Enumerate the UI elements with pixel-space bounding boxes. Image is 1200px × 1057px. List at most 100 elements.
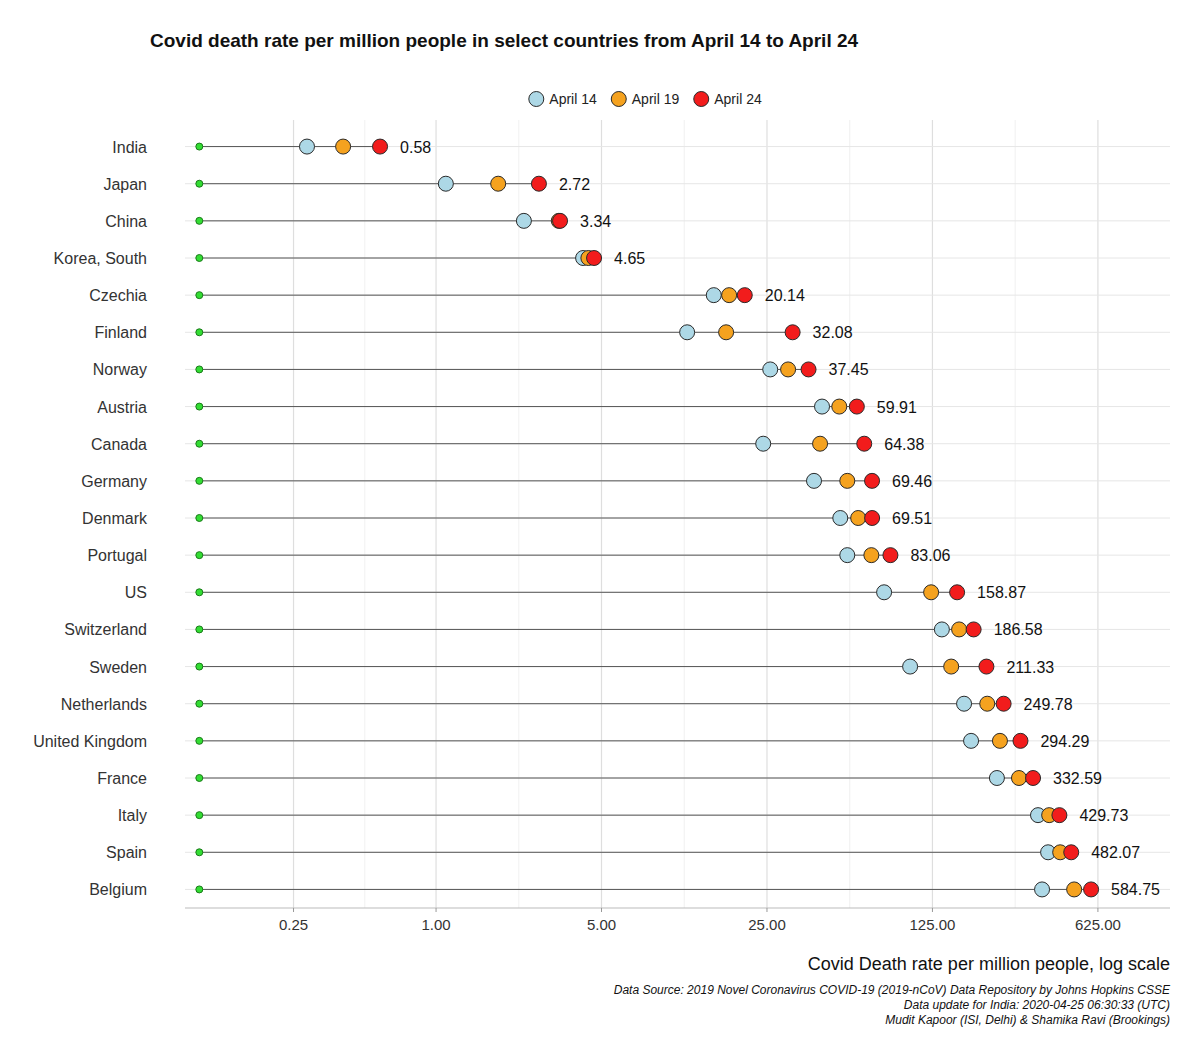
tick-mark (436, 908, 437, 912)
title: Covid death rate per million people in s… (150, 30, 859, 51)
tick-label: 625.00 (1075, 916, 1121, 933)
chart: Covid death rate per million people in s… (0, 0, 1200, 1057)
legend-swatch (694, 92, 709, 107)
category-label: Norway (93, 361, 147, 378)
data-label: 83.06 (910, 547, 950, 564)
legend-label: April 14 (549, 91, 597, 107)
category-label: Austria (97, 399, 147, 416)
dot (1026, 771, 1041, 786)
category-label: Italy (118, 807, 147, 824)
dot (801, 362, 816, 377)
dot (849, 399, 864, 414)
minor-grid-line (849, 120, 850, 908)
dot (553, 213, 568, 228)
dot (785, 325, 800, 340)
dot (1064, 845, 1079, 860)
dot (989, 771, 1004, 786)
minor-grid-line (518, 120, 519, 908)
connector (199, 480, 872, 481)
grid-line (766, 120, 767, 908)
baseline-dot (196, 143, 203, 150)
connector (199, 183, 539, 184)
row-grid-line (185, 889, 1170, 890)
connector (199, 629, 973, 630)
category-label: Denmark (82, 510, 148, 527)
dot (857, 436, 872, 451)
data-label: 69.46 (892, 473, 932, 490)
connector (199, 778, 1033, 779)
baseline-dot (196, 663, 203, 670)
marks (196, 139, 1099, 897)
connector (199, 703, 1003, 704)
dot (833, 511, 848, 526)
dot (1084, 882, 1099, 897)
baseline-dot (196, 403, 203, 410)
dot (1035, 882, 1050, 897)
baseline-dot (196, 552, 203, 559)
dot (531, 176, 546, 191)
row-grid-line (185, 369, 1170, 370)
connector (199, 406, 857, 407)
baseline-dot (196, 849, 203, 856)
legend-swatch (611, 92, 626, 107)
category-label: Japan (103, 176, 147, 193)
connector (199, 666, 986, 667)
data-label: 4.65 (614, 250, 645, 267)
connector (199, 815, 1059, 816)
category-label: Czechia (89, 287, 147, 304)
x-axis-title: Covid Death rate per million people, log… (808, 954, 1170, 974)
category-label: Korea, South (54, 250, 147, 267)
series-0 (299, 139, 1055, 897)
legend: April 14April 19April 24 (529, 91, 762, 107)
dot (1013, 733, 1028, 748)
row-grid-line (185, 703, 1170, 704)
data-label: 211.33 (1006, 659, 1054, 676)
tick-label: 0.25 (279, 916, 308, 933)
category-label: Germany (81, 473, 147, 490)
dot (832, 399, 847, 414)
category-label: India (112, 139, 147, 156)
dot (979, 659, 994, 674)
dot (1052, 808, 1067, 823)
data-label: 2.72 (559, 176, 590, 193)
data-label: 294.29 (1040, 733, 1089, 750)
data-label: 20.14 (765, 287, 805, 304)
dot (966, 622, 981, 637)
row-grid-line (185, 555, 1170, 556)
category-label: Finland (95, 324, 147, 341)
dot (865, 511, 880, 526)
dot (964, 733, 979, 748)
data-label: 332.59 (1053, 770, 1102, 787)
tick-mark (932, 908, 933, 912)
dot (864, 548, 879, 563)
background (0, 0, 1200, 1057)
category-label: United Kingdom (33, 733, 147, 750)
legend-item: April 24 (694, 91, 762, 107)
baseline-dot (196, 700, 203, 707)
baseline-dot (196, 366, 203, 373)
row-grid-line (185, 220, 1170, 221)
legend-swatch (529, 92, 544, 107)
dot (1067, 882, 1082, 897)
minor-grid-line (684, 120, 685, 908)
connector (199, 740, 1020, 741)
dot (719, 325, 734, 340)
dot (807, 473, 822, 488)
grid-line (435, 120, 436, 908)
connector (199, 592, 957, 593)
row-grid-line (185, 295, 1170, 296)
grid-line (293, 120, 294, 908)
dot (996, 696, 1011, 711)
dot (840, 548, 855, 563)
baseline-dot (196, 589, 203, 596)
row-grid-line (185, 480, 1170, 481)
row-grid-line (185, 146, 1170, 147)
connector (199, 332, 792, 333)
data-label: 158.87 (977, 584, 1026, 601)
tick-label: 1.00 (421, 916, 450, 933)
row-grid-line (185, 406, 1170, 407)
dot (952, 622, 967, 637)
data-label: 0.58 (400, 139, 431, 156)
connector (199, 146, 380, 147)
x-axis-line (185, 908, 1170, 909)
